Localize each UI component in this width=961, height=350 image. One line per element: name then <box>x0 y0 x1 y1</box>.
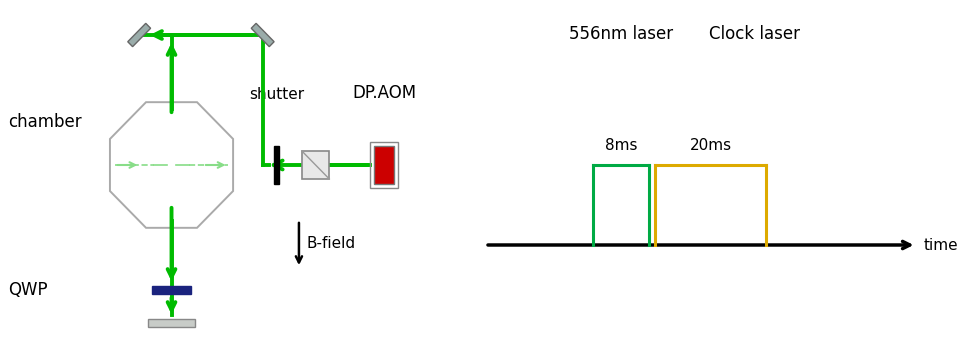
Bar <box>152 286 191 294</box>
Text: 8ms: 8ms <box>604 138 636 153</box>
Polygon shape <box>128 23 151 47</box>
Bar <box>302 151 329 179</box>
Text: Clock laser: Clock laser <box>708 25 800 43</box>
Text: 556nm laser: 556nm laser <box>568 25 673 43</box>
Bar <box>370 142 398 188</box>
Bar <box>148 319 195 327</box>
Bar <box>374 146 394 184</box>
Polygon shape <box>251 23 274 47</box>
Text: 20ms: 20ms <box>689 138 731 153</box>
Text: shutter: shutter <box>249 87 304 102</box>
Text: DP.AOM: DP.AOM <box>352 84 416 102</box>
Text: chamber: chamber <box>8 113 82 131</box>
Text: time: time <box>923 238 957 252</box>
Bar <box>274 146 279 184</box>
Text: QWP: QWP <box>8 281 47 299</box>
Text: B-field: B-field <box>307 237 356 252</box>
